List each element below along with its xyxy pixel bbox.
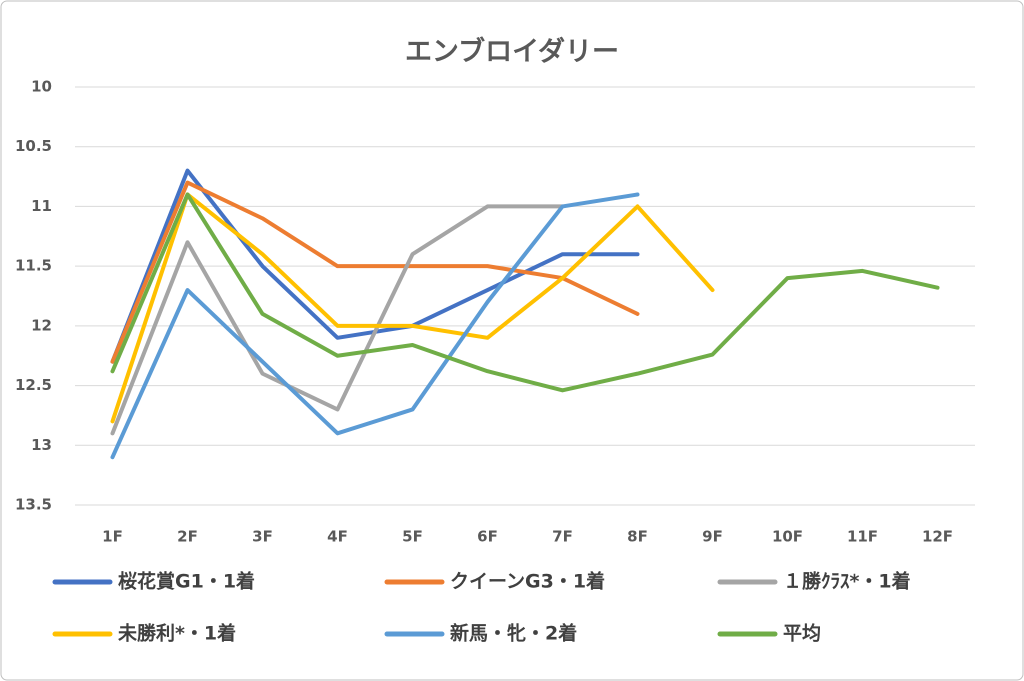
x-tick-label: 11F (847, 528, 878, 546)
chart-title: エンブロイダリー (405, 36, 619, 68)
series-line (110, 192, 640, 460)
legend-label: 平均 (783, 622, 821, 645)
y-tick-label: 10 (31, 78, 52, 96)
series-line (110, 180, 640, 364)
legend-label: 新馬・牝・2着 (450, 622, 577, 645)
series-line (110, 204, 565, 436)
legend-label: 未勝利*・1着 (117, 622, 236, 645)
legend-label: クイーンG3・1着 (450, 570, 605, 593)
series-line (110, 192, 715, 424)
legend-label: 桜花賞G1・1着 (118, 570, 255, 593)
series-line (110, 192, 940, 393)
x-tick-label: 10F (772, 528, 803, 546)
y-tick-label: 11 (31, 197, 52, 215)
x-tick-label: 5F (402, 528, 423, 546)
x-tick-label: 1F (102, 528, 123, 546)
x-tick-label: 3F (252, 528, 273, 546)
y-tick-label: 13.5 (15, 496, 52, 514)
x-tick-label: 2F (177, 528, 198, 546)
y-tick-label: 12 (31, 316, 52, 334)
y-tick-label: 10.5 (15, 137, 52, 155)
y-tick-label: 12.5 (15, 376, 52, 394)
legend-label: １勝ｸﾗｽ*・1着 (783, 570, 911, 593)
x-tick-label: 6F (477, 528, 498, 546)
x-tick-label: 12F (922, 528, 953, 546)
x-tick-label: 8F (627, 528, 648, 546)
x-tick-label: 4F (327, 528, 348, 546)
x-tick-label: 7F (552, 528, 573, 546)
y-tick-label: 13 (31, 436, 52, 454)
x-tick-label: 9F (702, 528, 723, 546)
y-tick-label: 11.5 (15, 257, 52, 275)
